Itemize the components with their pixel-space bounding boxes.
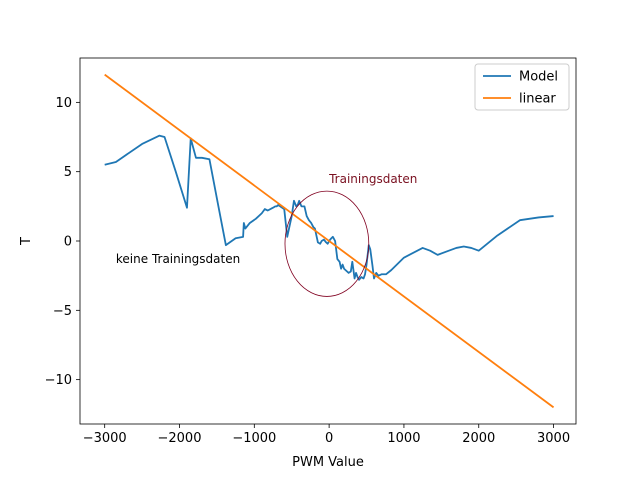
legend-label-linear: linear bbox=[519, 92, 556, 107]
y-tick-label: 10 bbox=[55, 96, 72, 111]
x-tick-label: −1000 bbox=[232, 431, 276, 446]
plot-area bbox=[104, 73, 555, 409]
legend: Model linear bbox=[474, 63, 570, 111]
annotations: Trainingsdaten keine Trainingsdaten bbox=[116, 172, 417, 266]
x-tick-label: 0 bbox=[325, 431, 333, 446]
x-tick-label: −2000 bbox=[158, 431, 202, 446]
y-tick-label: 0 bbox=[64, 235, 72, 250]
y-tick-label: −10 bbox=[45, 373, 72, 388]
series-line-linear bbox=[104, 73, 555, 409]
x-tick-label: −3000 bbox=[83, 431, 127, 446]
x-axis-ticks: −3000 −2000 −1000 0 1000 2000 3000 bbox=[83, 424, 570, 446]
y-axis-ticks: −10 −5 0 5 10 bbox=[45, 96, 80, 388]
legend-label-model: Model bbox=[519, 70, 558, 85]
x-tick-label: 2000 bbox=[462, 431, 495, 446]
annotation-training-data: Trainingsdaten bbox=[328, 172, 417, 186]
annotation-no-training-data: keine Trainingsdaten bbox=[116, 252, 240, 266]
x-tick-label: 3000 bbox=[537, 431, 570, 446]
y-axis-label: T bbox=[19, 237, 34, 246]
y-tick-label: −5 bbox=[53, 304, 72, 319]
y-tick-label: 5 bbox=[64, 165, 72, 180]
x-tick-label: 1000 bbox=[387, 431, 420, 446]
training-data-ellipse bbox=[284, 190, 370, 297]
x-axis-label: PWM Value bbox=[292, 455, 364, 470]
series-line-model bbox=[104, 134, 554, 281]
